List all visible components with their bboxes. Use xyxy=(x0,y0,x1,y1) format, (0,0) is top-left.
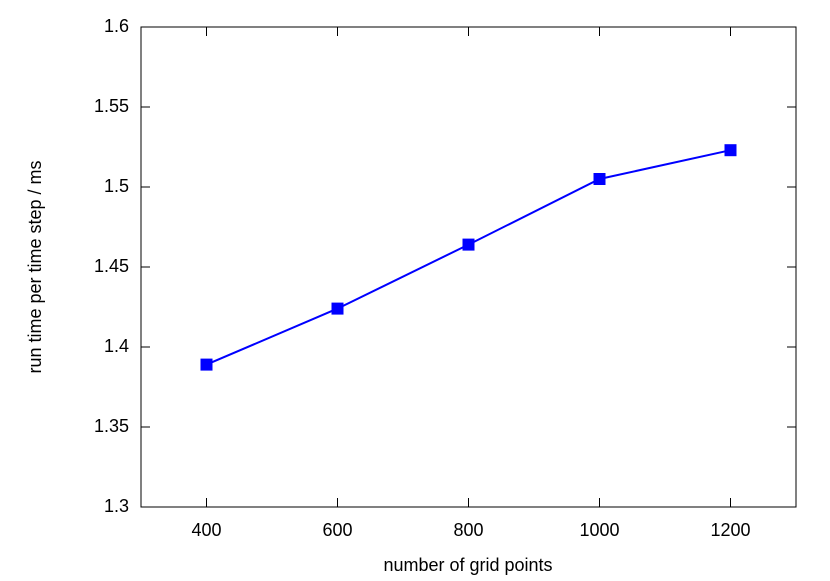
marker xyxy=(462,238,475,251)
x-tick-label: 1000 xyxy=(579,520,619,540)
y-tick-label: 1.45 xyxy=(94,256,129,276)
y-tick-label: 1.35 xyxy=(94,416,129,436)
y-tick-label: 1.5 xyxy=(104,176,129,196)
marker xyxy=(200,358,213,371)
x-tick-label: 600 xyxy=(322,520,352,540)
x-tick-label: 800 xyxy=(453,520,483,540)
line xyxy=(206,149,731,366)
y-tick-label: 1.4 xyxy=(104,336,129,356)
y-tick-label: 1.6 xyxy=(104,16,129,36)
y-tick-label: 1.55 xyxy=(94,96,129,116)
y-axis-label: run time per time step / ms xyxy=(25,160,45,373)
x-tick-label: 400 xyxy=(191,520,221,540)
marker xyxy=(331,302,344,315)
marker xyxy=(593,173,606,185)
x-tick-label: 1200 xyxy=(710,520,750,540)
x-axis-label: number of grid points xyxy=(383,555,552,575)
y-tick-label: 1.3 xyxy=(104,496,129,516)
plot-frame xyxy=(140,26,797,508)
marker xyxy=(724,144,737,157)
